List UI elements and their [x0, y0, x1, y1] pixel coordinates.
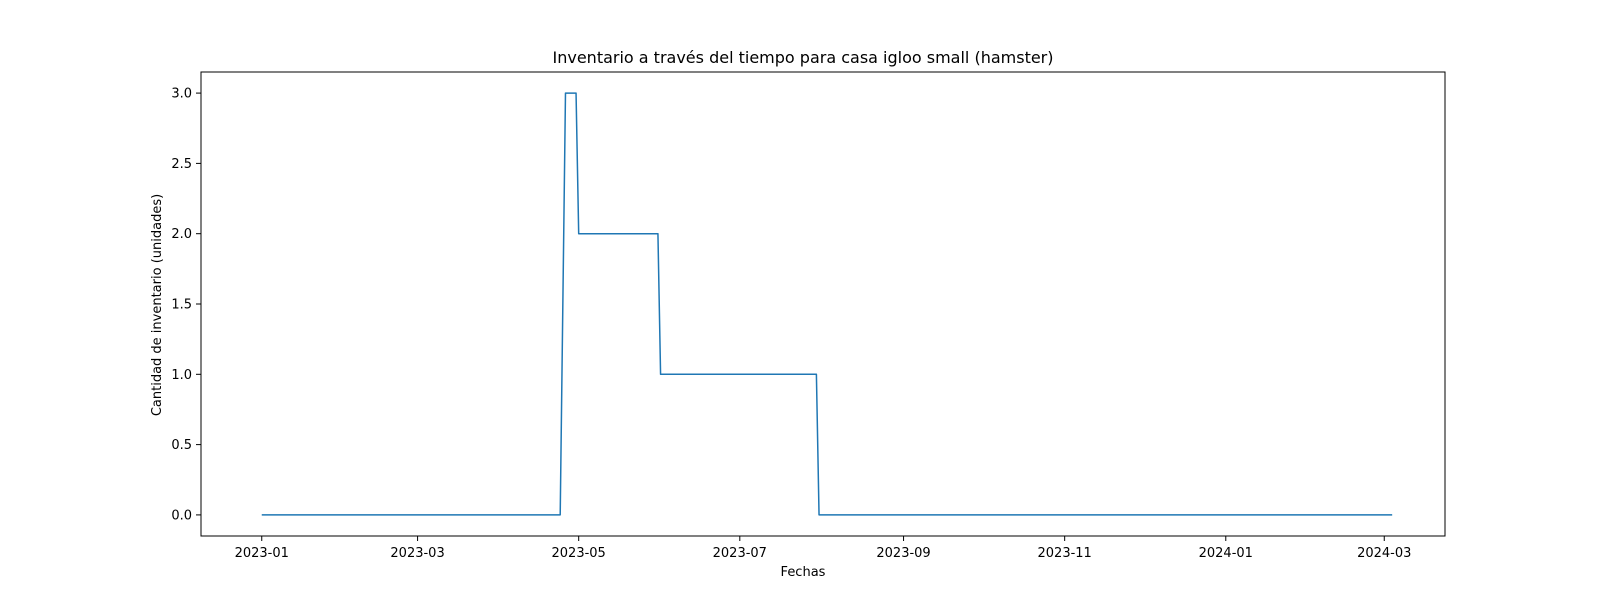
series-line-0: [261, 92, 1393, 516]
x-axis-label: Fechas: [781, 565, 826, 580]
x-tick-label: 2023-07: [713, 546, 767, 561]
y-tick-label: 0.0: [171, 508, 192, 523]
y-tick-label: 1.0: [171, 368, 192, 383]
y-tick-label: 3.0: [171, 87, 192, 102]
y-tick-label: 2.0: [171, 227, 192, 242]
x-tick-label: 2024-03: [1357, 546, 1411, 561]
x-tick-label: 2023-03: [390, 546, 444, 561]
x-tick-label: 2023-01: [235, 546, 289, 561]
y-tick-label: 0.5: [171, 438, 192, 453]
plot-area: 2023-01 2023-03 2023-05 2023-07 2023-09 2023-…: [171, 71, 1446, 561]
y-axis-label: Cantidad de inventario (unidades): [150, 194, 165, 416]
x-tick-label: 2023-11: [1038, 546, 1092, 561]
x-tick-label: 2023-05: [552, 546, 606, 561]
y-tick-label: 1.5: [171, 298, 192, 313]
x-tick-label: 2024-01: [1199, 546, 1253, 561]
y-tick-label: 2.5: [171, 157, 192, 172]
chart-title: Inventario a través del tiempo para casa…: [553, 48, 1054, 67]
x-tick-label: 2023-09: [876, 546, 930, 561]
